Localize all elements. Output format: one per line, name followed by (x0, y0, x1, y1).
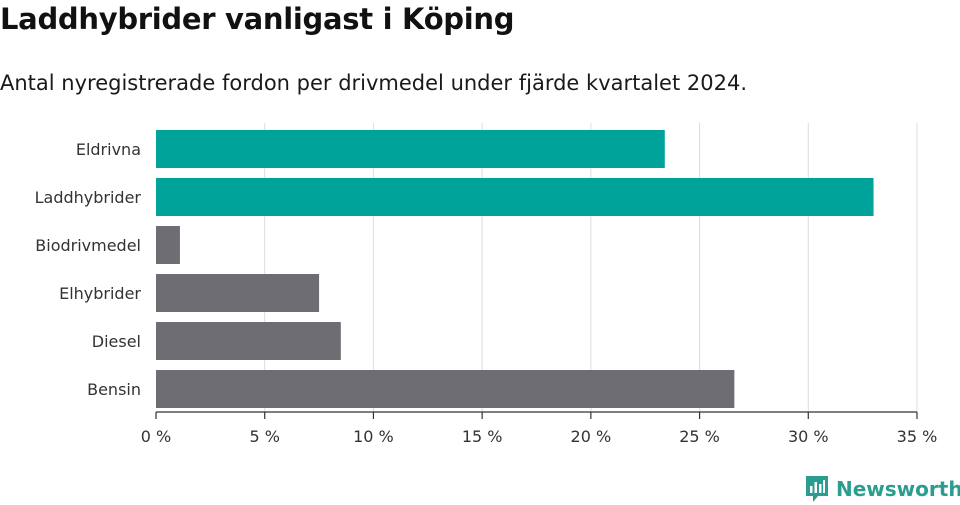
bar-diesel (156, 322, 341, 360)
category-label: Eldrivna (76, 140, 141, 159)
x-tick-label: 10 % (353, 427, 394, 446)
category-label: Elhybrider (59, 284, 141, 303)
x-tick-label: 0 % (141, 427, 171, 446)
bar-eldrivna (156, 130, 665, 168)
x-tick-label: 5 % (249, 427, 279, 446)
bar-laddhybrider (156, 178, 874, 216)
x-tick-label: 30 % (788, 427, 829, 446)
x-tick-label: 35 % (897, 427, 938, 446)
chart-subtitle: Antal nyregistrerade fordon per drivmede… (0, 71, 748, 95)
chart-title: Laddhybrider vanligast i Köping (0, 2, 515, 36)
x-tick-label: 25 % (679, 427, 720, 446)
brand-logo: Newsworthy (804, 474, 960, 504)
x-tick-label: 20 % (571, 427, 612, 446)
category-label: Laddhybrider (35, 188, 142, 207)
newsworthy-logo-icon (806, 476, 828, 502)
bar-elhybrider (156, 274, 320, 312)
category-label: Bensin (87, 380, 141, 399)
bar-biodrivmedel (156, 226, 180, 264)
category-label: Diesel (92, 332, 141, 351)
brand-name: Newsworthy (836, 477, 960, 501)
x-tick-label: 15 % (462, 427, 503, 446)
category-label: Biodrivmedel (35, 236, 141, 255)
bar-bensin (156, 370, 735, 408)
